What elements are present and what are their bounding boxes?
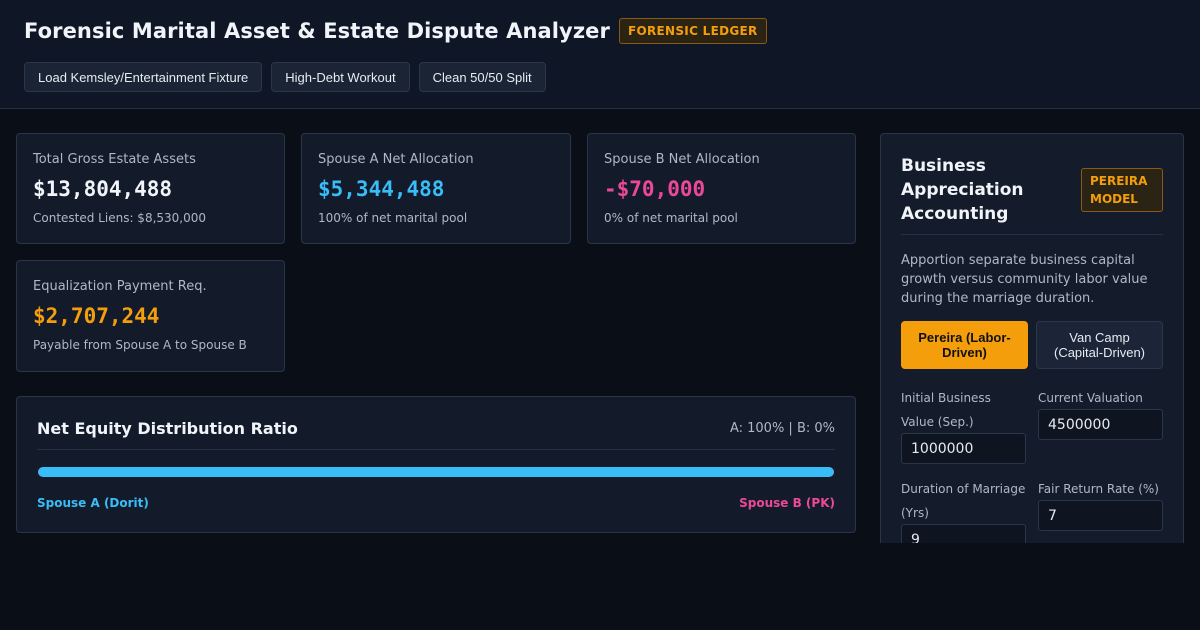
spouse-a-legend: Spouse A (Dorit) xyxy=(37,496,149,510)
gross-assets-card: Total Gross Estate Assets $13,804,488 Co… xyxy=(16,133,285,244)
fixture-buttons: Load Kemsley/Entertainment Fixture High-… xyxy=(24,62,546,92)
distribution-bar xyxy=(38,467,834,477)
gross-assets-value: $13,804,488 xyxy=(33,177,172,201)
initial-value-input[interactable] xyxy=(901,433,1026,464)
pereira-model-badge: PEREIRA MODEL xyxy=(1081,168,1163,212)
equalization-payment-label: Equalization Payment Req. xyxy=(33,279,207,294)
pereira-method-button[interactable]: Pereira (Labor-Driven) xyxy=(901,321,1028,369)
business-appreciation-panel: Business Appreciation Accounting PEREIRA… xyxy=(880,133,1184,543)
fair-return-rate-label: Fair Return Rate (%) xyxy=(1038,477,1164,501)
divider xyxy=(901,234,1163,235)
marriage-duration-label: Duration of Marriage (Yrs) xyxy=(901,477,1027,525)
current-valuation-label: Current Valuation xyxy=(1038,386,1164,410)
spouse-a-allocation-card: Spouse A Net Allocation $5,344,488 100% … xyxy=(301,133,571,244)
spouse-a-share-fill xyxy=(38,467,834,477)
spouse-b-allocation-value: -$70,000 xyxy=(604,177,705,201)
equity-distribution-title: Net Equity Distribution Ratio xyxy=(37,419,298,438)
gross-assets-label: Total Gross Estate Assets xyxy=(33,152,196,167)
forensic-ledger-badge: FORENSIC LEDGER xyxy=(619,18,767,44)
title-row: Forensic Marital Asset & Estate Dispute … xyxy=(24,18,767,44)
panel-title: Business Appreciation Accounting xyxy=(901,154,1061,226)
spouse-b-allocation-card: Spouse B Net Allocation -$70,000 0% of n… xyxy=(587,133,856,244)
high-debt-workout-button[interactable]: High-Debt Workout xyxy=(271,62,409,92)
divider xyxy=(37,449,835,450)
fair-return-rate-input[interactable] xyxy=(1038,500,1163,531)
current-valuation-input[interactable] xyxy=(1038,409,1163,440)
load-kemsley-fixture-button[interactable]: Load Kemsley/Entertainment Fixture xyxy=(24,62,262,92)
equalization-payment-direction: Payable from Spouse A to Spouse B xyxy=(33,338,247,352)
initial-value-label: Initial Business Value (Sep.) xyxy=(901,386,1027,434)
app-header: Forensic Marital Asset & Estate Dispute … xyxy=(0,0,1200,109)
marriage-duration-input[interactable] xyxy=(901,524,1026,543)
spouse-a-allocation-label: Spouse A Net Allocation xyxy=(318,152,474,167)
clean-split-button[interactable]: Clean 50/50 Split xyxy=(419,62,546,92)
equalization-payment-card: Equalization Payment Req. $2,707,244 Pay… xyxy=(16,260,285,372)
spouse-b-allocation-label: Spouse B Net Allocation xyxy=(604,152,760,167)
spouse-b-allocation-share: 0% of net marital pool xyxy=(604,211,738,225)
spouse-a-allocation-value: $5,344,488 xyxy=(318,177,444,201)
van-camp-method-button[interactable]: Van Camp (Capital-Driven) xyxy=(1036,321,1163,369)
spouse-b-legend: Spouse B (PK) xyxy=(739,496,835,510)
equity-distribution-summary: A: 100% | B: 0% xyxy=(730,421,835,436)
contested-liens-text: Contested Liens: $8,530,000 xyxy=(33,211,206,225)
panel-description: Apportion separate business capital grow… xyxy=(901,251,1163,308)
equalization-payment-value: $2,707,244 xyxy=(33,304,159,328)
spouse-a-allocation-share: 100% of net marital pool xyxy=(318,211,467,225)
equity-distribution-card: Net Equity Distribution Ratio A: 100% | … xyxy=(16,396,856,533)
app-title: Forensic Marital Asset & Estate Dispute … xyxy=(24,19,610,43)
